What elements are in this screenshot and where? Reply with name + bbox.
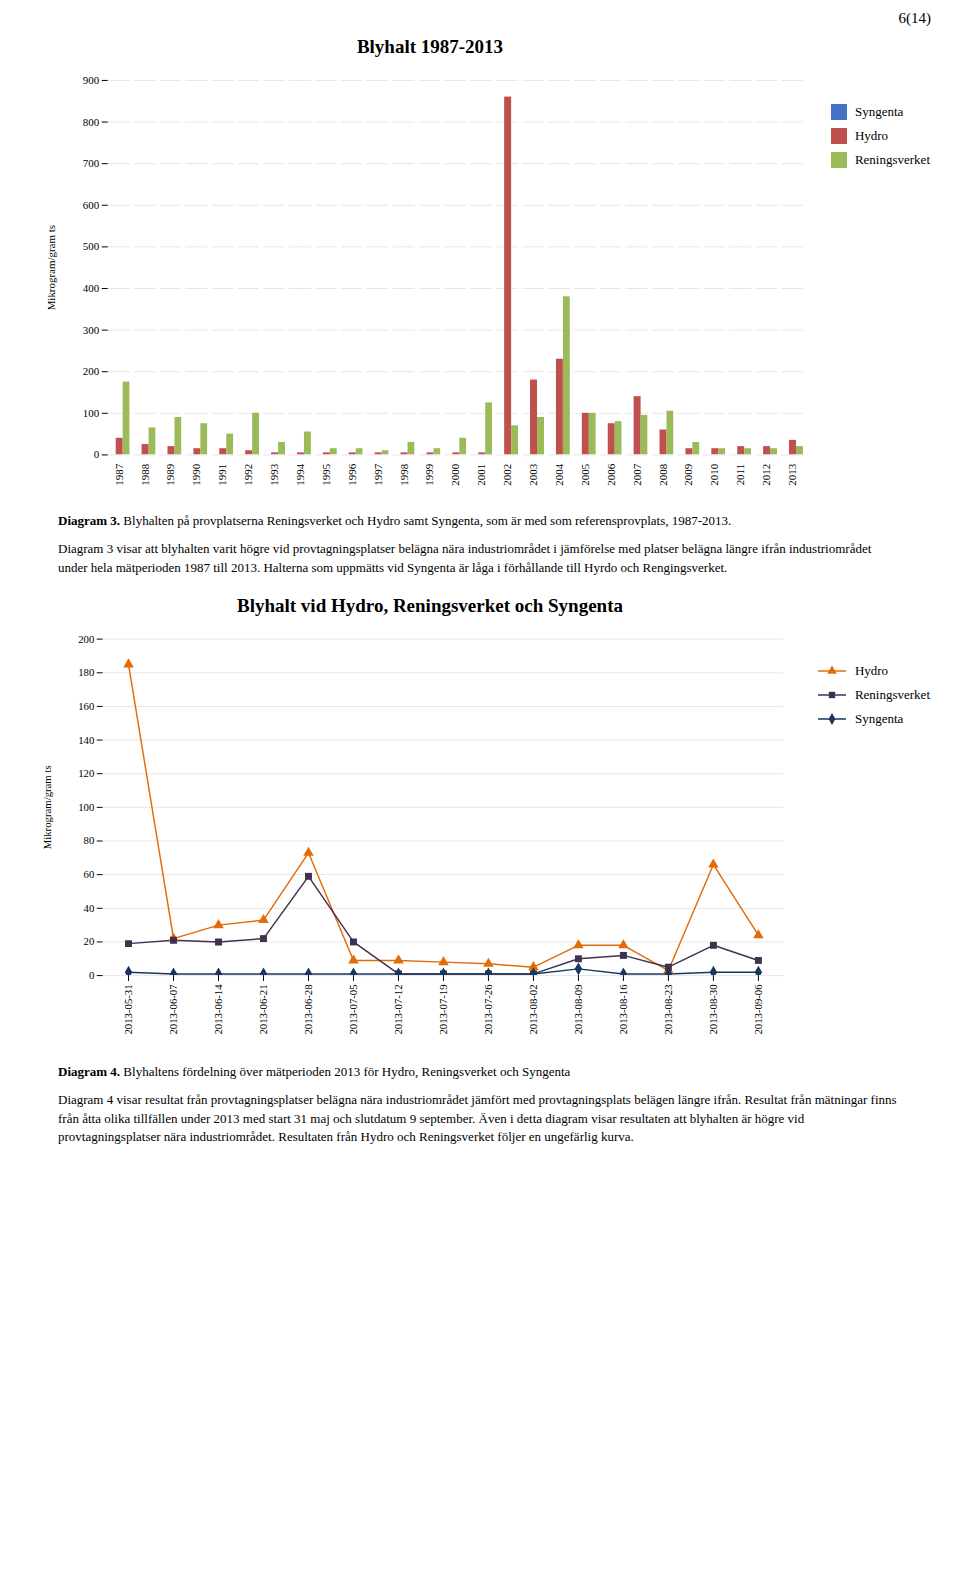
- svg-text:180: 180: [78, 666, 94, 678]
- svg-text:1999: 1999: [423, 463, 435, 485]
- html-text:Reningsverket: Reningsverket: [854, 686, 930, 702]
- svg-text:400: 400: [83, 282, 100, 294]
- svg-text:2013-07-19: 2013-07-19: [437, 984, 449, 1034]
- svg-text:100: 100: [78, 801, 94, 813]
- svg-text:1997: 1997: [372, 463, 384, 485]
- svg-text:2011: 2011: [734, 464, 746, 485]
- svg-text:1991: 1991: [216, 464, 228, 486]
- svg-text:Mikrogram/gram ts: Mikrogram/gram ts: [45, 225, 57, 310]
- svg-text:200: 200: [78, 632, 94, 644]
- svg-text:2013-05-31: 2013-05-31: [122, 984, 134, 1034]
- html-text:Syngenta: Syngenta: [854, 104, 904, 119]
- svg-text:140: 140: [78, 733, 94, 745]
- svg-text:1992: 1992: [242, 464, 254, 486]
- svg-text:2003: 2003: [527, 463, 539, 485]
- html-text:Hydro: Hydro: [854, 662, 889, 678]
- svg-text:500: 500: [83, 240, 100, 252]
- svg-text:0: 0: [89, 969, 94, 981]
- svg-text:2013-06-14: 2013-06-14: [212, 984, 224, 1035]
- svg-text:800: 800: [83, 116, 100, 128]
- svg-text:2000: 2000: [449, 463, 461, 485]
- svg-text:80: 80: [84, 834, 95, 846]
- html-text:Diagram 3. Blyhalten på provpl: Diagram 3. Blyhalten på provplatserna Re…: [58, 513, 732, 529]
- svg-text:1989: 1989: [164, 463, 176, 485]
- svg-text:40: 40: [84, 902, 95, 914]
- svg-text:1994: 1994: [294, 463, 306, 485]
- html-text:Diagram 4 visar resultat från: Diagram 4 visar resultat från provtagnin…: [58, 1092, 897, 1144]
- svg-text:1993: 1993: [268, 463, 280, 485]
- svg-text:900: 900: [83, 74, 100, 86]
- svg-text:1987: 1987: [113, 463, 125, 485]
- svg-text:2013-06-07: 2013-06-07: [167, 984, 179, 1035]
- svg-text:2013-06-21: 2013-06-21: [257, 984, 269, 1034]
- svg-text:600: 600: [83, 199, 100, 211]
- svg-text:2009: 2009: [682, 463, 694, 485]
- svg-text:120: 120: [78, 767, 94, 779]
- svg-text:2010: 2010: [708, 463, 720, 485]
- svg-text:1990: 1990: [190, 463, 202, 485]
- svg-text:60: 60: [84, 868, 95, 880]
- svg-text:2013-08-02: 2013-08-02: [527, 984, 539, 1034]
- svg-text:2004: 2004: [553, 463, 565, 485]
- svg-text:2013-08-23: 2013-08-23: [662, 984, 674, 1034]
- svg-text:1998: 1998: [398, 463, 410, 485]
- svg-text:300: 300: [83, 324, 100, 336]
- svg-text:2013: 2013: [786, 463, 798, 485]
- svg-text:2007: 2007: [631, 463, 643, 485]
- svg-text:1988: 1988: [139, 463, 151, 485]
- svg-text:2002: 2002: [501, 464, 513, 486]
- svg-text:2006: 2006: [605, 463, 617, 485]
- html-text:Blyhalt vid Hydro, Reningsverk: Blyhalt vid Hydro, Reningsverket och Syn…: [237, 594, 623, 616]
- svg-text:200: 200: [83, 365, 100, 377]
- svg-text:100: 100: [83, 407, 100, 419]
- html-text:Blyhalt 1987-2013: Blyhalt 1987-2013: [356, 36, 504, 57]
- svg-text:1996: 1996: [346, 463, 358, 485]
- svg-text:2013-08-16: 2013-08-16: [617, 984, 629, 1035]
- svg-text:1995: 1995: [320, 463, 332, 485]
- svg-text:2013-08-09: 2013-08-09: [572, 984, 584, 1034]
- svg-text:Mikrogram/gram ts: Mikrogram/gram ts: [41, 765, 53, 849]
- svg-text:700: 700: [83, 157, 100, 169]
- html-text:Diagram 4. Blyhaltens fördelni: Diagram 4. Blyhaltens fördelning över mä…: [58, 1064, 571, 1080]
- svg-text:20: 20: [84, 935, 95, 947]
- html-text:Syngenta: Syngenta: [854, 710, 904, 726]
- html-text:6(14): 6(14): [898, 10, 931, 26]
- svg-text:2001: 2001: [475, 464, 487, 486]
- html-text:Reningsverket: Reningsverket: [854, 152, 930, 167]
- svg-text:2012: 2012: [760, 464, 772, 486]
- svg-text:2013-09-06: 2013-09-06: [752, 984, 764, 1035]
- svg-text:0: 0: [94, 448, 100, 460]
- svg-text:160: 160: [78, 700, 94, 712]
- svg-text:2013-07-26: 2013-07-26: [482, 984, 494, 1035]
- svg-text:2013-08-30: 2013-08-30: [707, 984, 719, 1034]
- svg-text:2008: 2008: [657, 463, 669, 485]
- svg-text:2013-06-28: 2013-06-28: [302, 984, 314, 1034]
- svg-text:2005: 2005: [579, 463, 591, 485]
- html-text:Diagram 3 visar att blyhalten: Diagram 3 visar att blyhalten varit högr…: [58, 541, 872, 575]
- html-text:Hydro: Hydro: [854, 128, 889, 143]
- svg-text:2013-07-05: 2013-07-05: [347, 984, 359, 1034]
- svg-text:2013-07-12: 2013-07-12: [392, 984, 404, 1034]
